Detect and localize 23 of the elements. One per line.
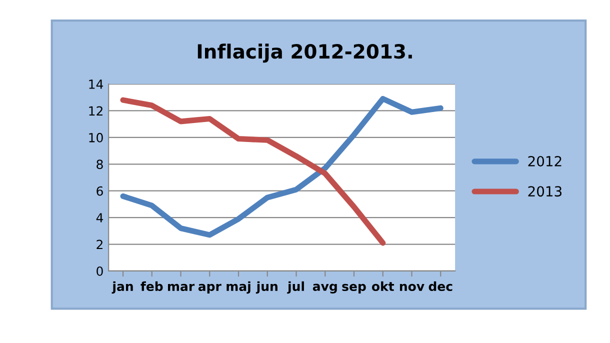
y-tick-label: 12 — [89, 106, 102, 116]
legend-label: 2012 — [528, 156, 562, 166]
x-tick-label: avg — [312, 284, 337, 294]
x-tick-label: nov — [400, 284, 424, 292]
y-tick-label: 6 — [96, 186, 103, 196]
y-tick-label: 0 — [96, 266, 103, 276]
x-tick-label: jul — [287, 281, 304, 294]
x-tick-label: jan — [112, 281, 133, 294]
y-tick-label: 10 — [89, 132, 103, 142]
y-tick-label: 14 — [89, 80, 104, 89]
x-tick-label: sep — [342, 284, 366, 294]
chart-title: Inflacija 2012-2013. — [198, 44, 412, 63]
x-tick-label: jun — [256, 281, 278, 294]
y-tick-label: 2 — [96, 240, 102, 250]
legend-label: 2013 — [528, 186, 562, 197]
x-tick-label: mar — [168, 284, 195, 292]
y-tick-label: 8 — [96, 160, 103, 170]
x-tick-label: maj — [226, 281, 250, 294]
y-tick-label: 4 — [96, 213, 104, 222]
x-tick-label: feb — [140, 281, 163, 292]
x-tick-label: okt — [372, 281, 394, 292]
x-tick-label: apr — [198, 284, 222, 294]
x-tick-label: dec — [428, 281, 452, 292]
